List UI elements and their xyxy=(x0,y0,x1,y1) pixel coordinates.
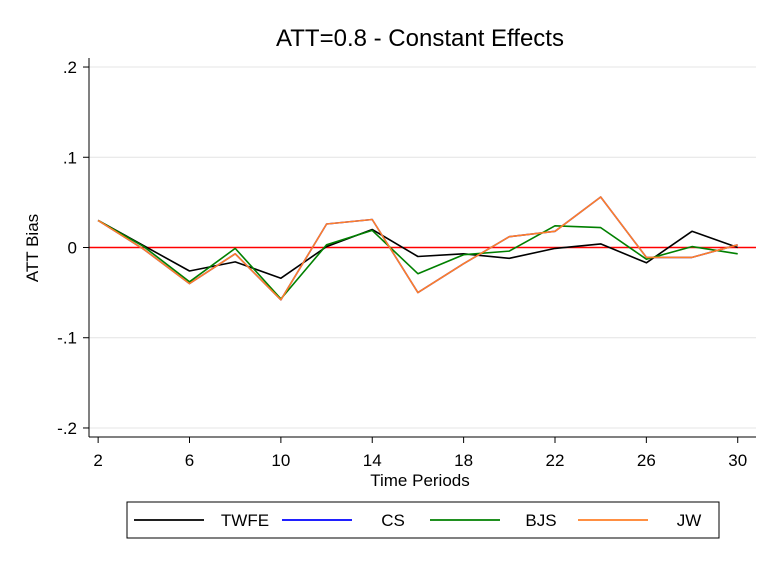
y-tick-label: .1 xyxy=(63,148,77,167)
y-tick-label: .2 xyxy=(63,58,77,77)
series-line-twfe xyxy=(97,219,738,280)
x-axis-title: Time Periods xyxy=(370,471,470,490)
y-tick-label: 0 xyxy=(68,239,77,258)
x-tick-label: 18 xyxy=(454,451,473,470)
x-tick-label: 2 xyxy=(93,451,102,470)
x-tick-label: 14 xyxy=(363,451,382,470)
y-axis-title: ATT Bias xyxy=(23,214,42,282)
chart-title: ATT=0.8 - Constant Effects xyxy=(276,25,564,52)
series-line-cs xyxy=(97,196,738,301)
series-line-bjs xyxy=(97,219,738,300)
y-tick-label: -.1 xyxy=(57,329,77,348)
grid-lines xyxy=(89,66,756,429)
y-tick-label: -.2 xyxy=(57,419,77,438)
axes: -.2-.10.1.22 6 10 14 18 22 26 30 xyxy=(57,58,756,470)
legend-label-jw: JW xyxy=(677,511,702,530)
x-tick-label: 26 xyxy=(637,451,656,470)
x-tick-label: 30 xyxy=(728,451,747,470)
x-tick-label: 22 xyxy=(546,451,565,470)
legend-label-cs: CS xyxy=(381,511,405,530)
legend: TWFE CS BJS JW xyxy=(126,501,720,539)
legend-label-twfe: TWFE xyxy=(221,511,269,530)
legend-label-bjs: BJS xyxy=(525,511,556,530)
series-line-jw xyxy=(97,196,738,301)
x-tick-label: 10 xyxy=(271,451,290,470)
x-tick-label: 6 xyxy=(185,451,194,470)
series-lines xyxy=(97,196,738,301)
